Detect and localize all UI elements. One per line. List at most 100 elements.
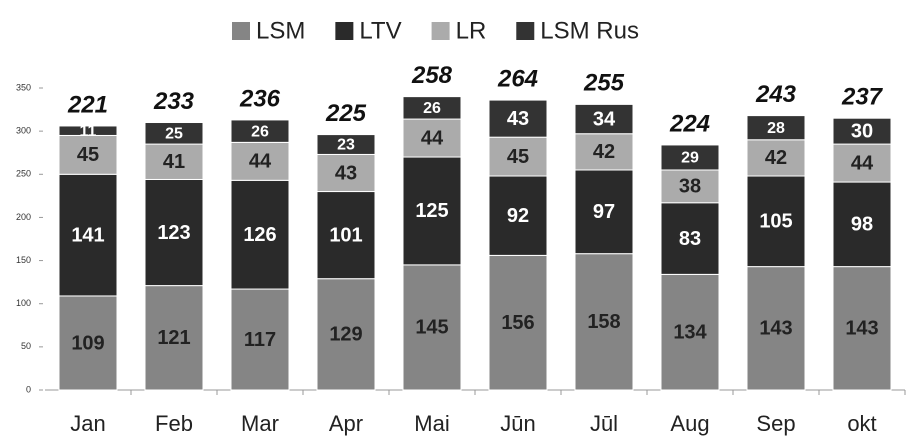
data-label: 109 bbox=[71, 332, 104, 354]
data-label: 26 bbox=[251, 123, 269, 140]
bar-segment bbox=[58, 125, 118, 136]
total-label: 233 bbox=[153, 88, 195, 115]
data-label: 126 bbox=[243, 224, 276, 246]
data-label: 121 bbox=[157, 327, 190, 349]
legend-label: LTV bbox=[359, 17, 401, 44]
bar-segment bbox=[488, 136, 548, 177]
data-label: 42 bbox=[765, 147, 787, 169]
data-label: 97 bbox=[593, 201, 615, 223]
x-tick-label: Apr bbox=[329, 411, 363, 436]
data-label: 45 bbox=[77, 144, 99, 166]
data-label: 143 bbox=[845, 318, 878, 340]
bar-segment bbox=[574, 133, 634, 171]
bar-segment bbox=[230, 141, 290, 181]
bar-segment bbox=[488, 175, 548, 256]
bar-segment bbox=[746, 266, 806, 391]
legend-swatch bbox=[516, 22, 535, 40]
total-label: 225 bbox=[325, 100, 367, 127]
total-label: 221 bbox=[67, 91, 108, 118]
data-label: 44 bbox=[249, 151, 272, 173]
bar-segment bbox=[832, 117, 892, 145]
y-tick-label: 100 bbox=[16, 298, 31, 308]
data-label: 158 bbox=[587, 311, 620, 333]
data-label: 30 bbox=[851, 120, 873, 142]
bar-segment bbox=[402, 96, 462, 120]
y-tick-label: 300 bbox=[16, 126, 31, 136]
data-label: 105 bbox=[759, 211, 792, 233]
data-label: 25 bbox=[165, 126, 183, 143]
x-tick-label: Aug bbox=[670, 411, 709, 436]
bar-segment bbox=[660, 273, 720, 391]
x-tick-label: Jūl bbox=[590, 411, 618, 436]
bar-segment bbox=[488, 99, 548, 138]
bar-segment bbox=[574, 253, 634, 391]
bar-segment bbox=[574, 169, 634, 255]
data-label: 28 bbox=[767, 120, 785, 137]
data-label: 42 bbox=[593, 141, 615, 163]
bar-segment bbox=[144, 143, 204, 180]
data-label: 98 bbox=[851, 214, 873, 236]
data-label: 45 bbox=[507, 146, 529, 168]
data-label: 156 bbox=[501, 312, 534, 334]
total-label: 224 bbox=[669, 110, 710, 137]
data-label: 44 bbox=[421, 127, 444, 149]
data-label: 134 bbox=[673, 321, 707, 343]
data-label: 92 bbox=[507, 205, 529, 227]
bar-segment bbox=[230, 288, 290, 391]
bar-segment bbox=[832, 181, 892, 268]
bar-segment bbox=[488, 254, 548, 391]
x-tick-label: Mar bbox=[241, 411, 279, 436]
data-label: 101 bbox=[329, 224, 362, 246]
x-tick-label: okt bbox=[847, 411, 876, 436]
legend-label: LR bbox=[456, 17, 487, 44]
bar-segment bbox=[574, 103, 634, 135]
data-label: 117 bbox=[244, 329, 276, 351]
bar-segment bbox=[58, 173, 118, 297]
bar-segment bbox=[402, 118, 462, 158]
legend-swatch bbox=[335, 22, 354, 40]
y-tick-label: 150 bbox=[16, 255, 31, 265]
legend-swatch bbox=[232, 22, 250, 40]
legend-swatch bbox=[431, 22, 450, 40]
bar-segment bbox=[58, 134, 118, 175]
data-label: 83 bbox=[679, 228, 701, 250]
total-label: 258 bbox=[411, 62, 453, 89]
data-label: 145 bbox=[415, 317, 448, 339]
legend-label: LSM bbox=[256, 17, 305, 44]
bar-segment bbox=[746, 175, 806, 268]
legend-label: LSM Rus bbox=[540, 17, 639, 44]
data-label: 43 bbox=[335, 162, 357, 184]
y-tick-label: 250 bbox=[16, 169, 31, 179]
data-label: 38 bbox=[679, 176, 701, 198]
data-label: 44 bbox=[851, 152, 874, 174]
total-label: 243 bbox=[755, 81, 797, 108]
bar-segment bbox=[144, 122, 204, 145]
y-tick-label: 200 bbox=[16, 212, 31, 222]
data-label: 43 bbox=[507, 108, 529, 130]
bar-segment bbox=[230, 179, 290, 290]
total-label: 236 bbox=[239, 85, 281, 112]
data-label: 141 bbox=[71, 224, 104, 246]
bar-segment bbox=[746, 139, 806, 177]
data-label: 143 bbox=[759, 318, 792, 340]
y-tick-label: 50 bbox=[21, 341, 31, 351]
x-tick-label: Mai bbox=[414, 411, 449, 436]
data-label: 26 bbox=[423, 100, 441, 117]
x-tick-label: Feb bbox=[155, 411, 193, 436]
bar-segment bbox=[832, 143, 892, 183]
total-label: 237 bbox=[841, 84, 884, 111]
data-label: 123 bbox=[157, 222, 190, 244]
data-label: 34 bbox=[593, 108, 616, 130]
y-tick-label: 0 bbox=[26, 384, 31, 394]
bar-segment bbox=[144, 285, 204, 391]
bar-segment bbox=[660, 169, 720, 204]
bar-segment bbox=[316, 134, 376, 155]
x-tick-label: Jūn bbox=[500, 411, 535, 436]
bar-segment bbox=[402, 264, 462, 391]
data-label: 129 bbox=[329, 324, 362, 346]
bar-segment bbox=[316, 191, 376, 280]
total-label: 255 bbox=[583, 70, 625, 97]
bar-segment bbox=[660, 144, 720, 171]
bar-segment bbox=[144, 178, 204, 287]
